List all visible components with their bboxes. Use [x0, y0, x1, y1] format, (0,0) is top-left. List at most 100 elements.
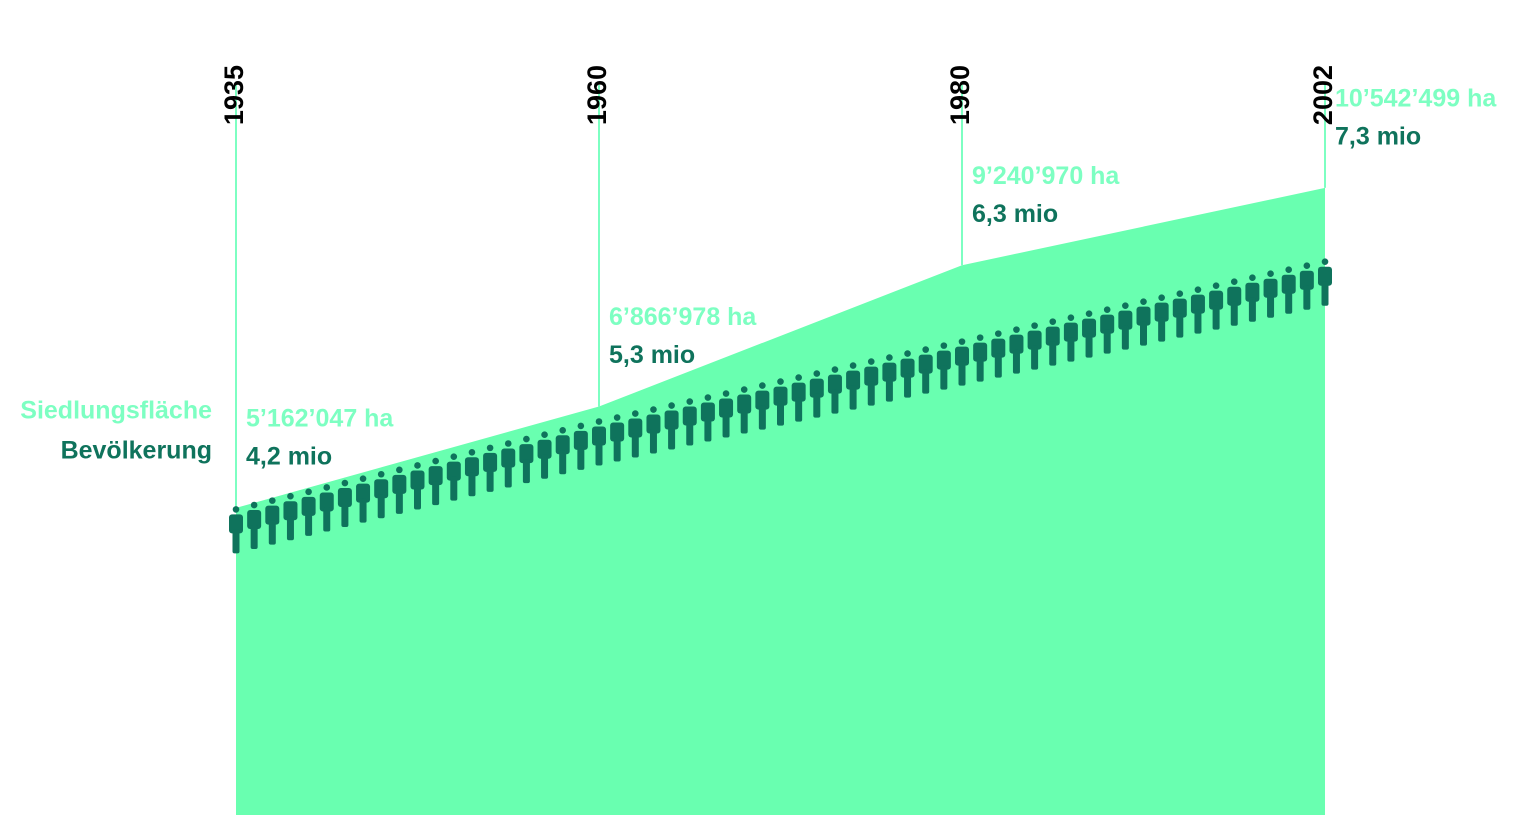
person-head — [287, 492, 294, 500]
person-legs — [1248, 297, 1256, 322]
person-head — [940, 342, 948, 349]
person-body — [664, 410, 679, 430]
person-legs — [1321, 281, 1329, 306]
person-body — [555, 435, 570, 455]
person-icon — [1100, 306, 1115, 354]
person-icon — [737, 386, 752, 434]
person-body — [1027, 330, 1042, 350]
person-legs — [432, 481, 440, 506]
person-body — [301, 496, 316, 516]
person-icon — [1209, 282, 1224, 330]
person-legs — [867, 381, 875, 406]
person-legs — [377, 494, 385, 519]
person-head — [432, 457, 439, 465]
person-legs — [1285, 289, 1293, 314]
person-icon — [374, 470, 389, 519]
person-head — [650, 406, 657, 413]
year-label: 2002 — [1308, 65, 1338, 125]
person-body — [1245, 282, 1260, 302]
person-head — [1158, 294, 1165, 301]
person-icon — [827, 366, 842, 414]
person-legs — [486, 467, 494, 492]
person-body — [1209, 290, 1224, 310]
person-legs — [904, 373, 912, 398]
person-legs — [268, 520, 276, 545]
person-body — [973, 342, 988, 362]
person-legs — [305, 511, 313, 536]
person-body — [918, 354, 933, 374]
person-icon — [1190, 286, 1205, 334]
person-head — [305, 488, 312, 496]
person-legs — [1085, 333, 1093, 358]
person-body — [283, 501, 298, 521]
person-body — [319, 492, 334, 512]
person-legs — [1230, 301, 1238, 326]
population-label: 7,3 mio — [1335, 122, 1421, 150]
person-legs — [341, 503, 349, 528]
person-head — [486, 444, 494, 452]
person-head — [722, 390, 730, 397]
person-icon — [664, 402, 679, 450]
person-icon — [973, 334, 988, 382]
person-legs — [286, 516, 294, 541]
person-icon — [1227, 278, 1242, 326]
person-body — [1172, 298, 1187, 318]
person-body — [900, 358, 915, 378]
person-icon — [791, 374, 806, 422]
person-legs — [559, 450, 567, 475]
person-icon — [1299, 262, 1314, 310]
person-body — [955, 346, 969, 366]
person-body — [1009, 334, 1024, 354]
person-body — [446, 461, 461, 481]
person-body — [464, 457, 479, 477]
person-head — [686, 398, 694, 405]
person-icon — [773, 378, 788, 426]
person-head — [541, 431, 548, 439]
person-body — [392, 474, 407, 494]
person-head — [831, 366, 839, 373]
person-legs — [649, 429, 657, 454]
person-head — [995, 330, 1002, 337]
person-legs — [668, 425, 676, 450]
person-head — [341, 479, 349, 487]
person-body — [628, 418, 643, 438]
person-head — [1230, 278, 1238, 285]
person-body — [483, 452, 498, 472]
person-icon — [319, 484, 334, 532]
person-body — [1045, 326, 1060, 346]
person-head — [740, 386, 748, 393]
person-icon — [573, 422, 588, 470]
person-head — [1321, 258, 1329, 266]
person-icon — [809, 370, 824, 418]
person-icon — [1045, 318, 1060, 366]
person-head — [1085, 310, 1093, 317]
area-label: 10’542’499 ha — [1335, 84, 1497, 112]
person-icon — [392, 466, 407, 514]
person-icon — [1154, 294, 1169, 342]
person-icon — [955, 338, 969, 386]
person-body — [1082, 318, 1097, 338]
person-body — [1263, 278, 1278, 298]
person-head — [269, 497, 276, 504]
person-body — [809, 378, 824, 398]
person-icon — [592, 418, 606, 466]
person-icon — [991, 330, 1006, 378]
person-head — [867, 358, 875, 365]
person-body — [1154, 302, 1169, 322]
person-body — [1063, 322, 1078, 342]
person-icon — [356, 475, 371, 523]
person-body — [428, 466, 443, 486]
person-head — [323, 484, 331, 491]
area-label: 6’866’978 ha — [609, 303, 757, 331]
person-head — [904, 350, 911, 357]
person-legs — [704, 417, 712, 442]
person-icon — [755, 382, 770, 430]
person-icon — [229, 506, 243, 554]
person-icon — [519, 435, 534, 484]
person-legs — [541, 454, 549, 479]
person-icon — [846, 362, 861, 410]
person-body — [882, 362, 897, 382]
person-body — [682, 406, 697, 426]
person-head — [795, 374, 802, 381]
